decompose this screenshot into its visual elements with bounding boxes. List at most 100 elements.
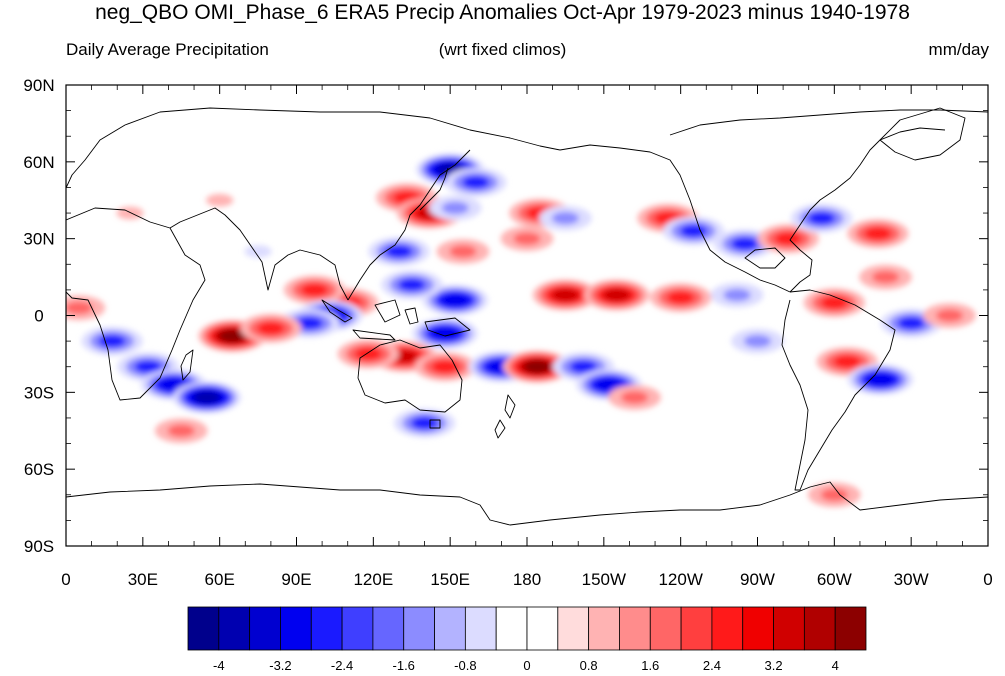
lat-tick-label: 90S bbox=[24, 537, 54, 556]
lon-tick-label: 0 bbox=[983, 570, 992, 589]
colorbar-swatch bbox=[803, 606, 836, 651]
anomaly-blob bbox=[864, 227, 892, 240]
lat-tick-label: 30S bbox=[24, 383, 54, 402]
map-frame bbox=[65, 84, 989, 547]
anomaly-blob bbox=[569, 360, 597, 374]
anomaly-blob bbox=[743, 334, 772, 348]
anomaly-blob bbox=[449, 245, 477, 258]
lat-tick-label: 30N bbox=[23, 230, 54, 249]
colorbar-swatch bbox=[773, 606, 805, 651]
colorbar-swatch bbox=[680, 606, 713, 651]
colorbar-swatch bbox=[526, 606, 559, 651]
anomaly-blob bbox=[410, 416, 439, 430]
anomaly-blob bbox=[354, 347, 382, 361]
colorbar-label: -2.4 bbox=[331, 658, 353, 673]
anomaly-blob bbox=[257, 321, 285, 335]
anomaly-blob bbox=[398, 278, 426, 292]
anomaly-blob bbox=[206, 193, 234, 207]
colorbar-label: -0.8 bbox=[454, 658, 476, 673]
colorbar-label: 1.6 bbox=[641, 658, 659, 673]
lon-tick-label: 90E bbox=[281, 570, 311, 589]
colorbar-swatch bbox=[711, 606, 744, 651]
colorbar: -4 -3.2 -2.4 -1.6 -0.8 0 0.8 1.6 2.4 3.2 4 bbox=[187, 606, 867, 673]
anomaly-blob bbox=[679, 224, 708, 238]
lon-tick-label: 120W bbox=[658, 570, 702, 589]
anomaly-blob bbox=[116, 206, 144, 220]
colorbar-swatch bbox=[742, 606, 774, 651]
anomaly-blob bbox=[731, 237, 759, 251]
lon-tick-label: 90W bbox=[740, 570, 775, 589]
colorbar-swatch bbox=[434, 606, 466, 651]
anomaly-blob bbox=[295, 316, 323, 330]
anomaly-blob bbox=[935, 309, 964, 322]
anomaly-blob bbox=[603, 288, 631, 302]
colorbar-label: -3.2 bbox=[269, 658, 291, 673]
anomaly-blob bbox=[134, 360, 162, 374]
anomaly-blob bbox=[300, 283, 329, 297]
lon-tick-label: 150E bbox=[430, 570, 470, 589]
anomaly-blob bbox=[462, 175, 490, 189]
anomaly-blob bbox=[897, 316, 925, 330]
anomaly-blob bbox=[218, 329, 247, 343]
map-axes: 0 30E 60E 90E 120E 150E 180 150W 120W 90W 60W 30W 09… bbox=[23, 76, 992, 589]
anomaly-blob bbox=[513, 232, 541, 246]
anomaly-blob bbox=[667, 291, 695, 304]
anomaly-blob bbox=[441, 201, 469, 215]
lon-tick-label: 0 bbox=[61, 570, 70, 589]
lat-tick-label: 60S bbox=[24, 460, 54, 479]
subtitle-left: Daily Average Precipitation bbox=[66, 40, 269, 59]
colorbar-swatch bbox=[834, 606, 867, 651]
colorbar-label: -4 bbox=[213, 658, 225, 673]
colorbar-label: 3.2 bbox=[765, 658, 783, 673]
anomaly-blob bbox=[193, 391, 221, 404]
lon-tick-label: 30E bbox=[128, 570, 158, 589]
subtitle-units: mm/day bbox=[928, 40, 989, 59]
anomaly-blob bbox=[431, 327, 459, 340]
colorbar-label: 0.8 bbox=[580, 658, 598, 673]
lon-tick-label: 60E bbox=[205, 570, 235, 589]
precip-anomaly-field bbox=[66, 153, 976, 508]
colorbar-label: 4 bbox=[832, 658, 839, 673]
anomaly-blob bbox=[820, 488, 848, 502]
coastlines bbox=[66, 107, 988, 526]
colorbar-swatch bbox=[249, 606, 281, 651]
colorbar-swatch bbox=[280, 606, 312, 651]
anomaly-blob bbox=[595, 378, 623, 392]
anomaly-blob bbox=[774, 232, 802, 246]
colorbar-swatch bbox=[403, 606, 435, 651]
colorbar-swatch bbox=[649, 606, 682, 651]
anomaly-blob bbox=[551, 211, 580, 225]
colorbar-swatch bbox=[187, 606, 220, 651]
anomaly-blob bbox=[244, 245, 272, 258]
anomaly-blob bbox=[551, 288, 580, 302]
anomaly-blob bbox=[431, 360, 459, 374]
lon-tick-label: 150W bbox=[582, 570, 626, 589]
chart-title: neg_QBO OMI_Phase_6 ERA5 Precip Anomalie… bbox=[95, 1, 910, 24]
anomaly-blob bbox=[66, 301, 93, 315]
colorbar-label: 2.4 bbox=[703, 658, 721, 673]
anomaly-blob bbox=[807, 211, 836, 225]
lon-tick-label: 60W bbox=[817, 570, 852, 589]
colorbar-label: -1.6 bbox=[393, 658, 415, 673]
subtitle-center: (wrt fixed climos) bbox=[438, 40, 567, 59]
colorbar-swatch bbox=[218, 606, 251, 651]
colorbar-swatch bbox=[495, 606, 528, 651]
anomaly-blob bbox=[385, 245, 413, 258]
lat-tick-label: 60N bbox=[23, 153, 54, 172]
lon-tick-label: 120E bbox=[353, 570, 393, 589]
anomaly-blob bbox=[441, 293, 469, 307]
anomaly-blob bbox=[820, 296, 848, 310]
lon-tick-label: 180 bbox=[513, 570, 541, 589]
colorbar-swatch bbox=[588, 606, 620, 651]
lat-tick-label: 90N bbox=[23, 76, 54, 95]
anomaly-blob bbox=[167, 424, 195, 438]
colorbar-swatch bbox=[464, 606, 497, 651]
anomaly-blob bbox=[871, 270, 900, 284]
colorbar-swatch bbox=[341, 606, 374, 651]
anomaly-blob bbox=[523, 360, 551, 374]
anomaly-blob bbox=[620, 391, 649, 404]
colorbar-swatch bbox=[619, 606, 651, 651]
colorbar-swatch bbox=[557, 606, 590, 651]
colorbar-label: 0 bbox=[523, 658, 530, 673]
